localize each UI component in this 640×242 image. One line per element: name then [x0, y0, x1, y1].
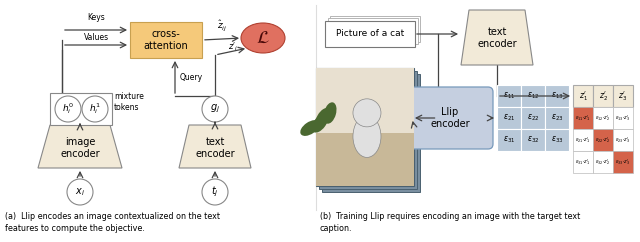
- Text: $\varepsilon_{21}{\cdot}z_1^{\prime}$: $\varepsilon_{21}{\cdot}z_1^{\prime}$: [575, 135, 591, 145]
- Text: image
encoder: image encoder: [60, 137, 100, 159]
- Circle shape: [55, 96, 81, 122]
- FancyBboxPatch shape: [573, 107, 593, 129]
- Text: cross-
attention: cross- attention: [143, 29, 188, 51]
- FancyBboxPatch shape: [613, 85, 633, 107]
- Text: $t_j$: $t_j$: [211, 185, 219, 199]
- Polygon shape: [179, 125, 251, 168]
- Text: $\varepsilon_{13}$: $\varepsilon_{13}$: [551, 91, 563, 101]
- Bar: [316, 133, 414, 186]
- Bar: [316, 68, 414, 186]
- Circle shape: [202, 96, 228, 122]
- FancyBboxPatch shape: [521, 85, 545, 107]
- Text: $\varepsilon_{11}{\cdot}z_1^{\prime}$: $\varepsilon_{11}{\cdot}z_1^{\prime}$: [575, 113, 591, 123]
- Text: Values: Values: [83, 32, 109, 41]
- Ellipse shape: [300, 120, 320, 136]
- Polygon shape: [38, 125, 122, 168]
- FancyBboxPatch shape: [497, 85, 521, 107]
- Text: $\varepsilon_{31}{\cdot}z_1^{\prime}$: $\varepsilon_{31}{\cdot}z_1^{\prime}$: [575, 157, 591, 167]
- Text: $\hat{z}_{ij}$: $\hat{z}_{ij}$: [217, 19, 227, 33]
- Circle shape: [82, 96, 108, 122]
- Ellipse shape: [353, 115, 381, 158]
- Text: $g_j$: $g_j$: [210, 103, 220, 115]
- Text: mixture
tokens: mixture tokens: [114, 92, 144, 112]
- Text: $\varepsilon_{32}{\cdot}z_2^{\prime}$: $\varepsilon_{32}{\cdot}z_2^{\prime}$: [595, 157, 611, 167]
- Text: $\varepsilon_{22}{\cdot}z_2^{\prime}$: $\varepsilon_{22}{\cdot}z_2^{\prime}$: [595, 135, 611, 145]
- FancyBboxPatch shape: [593, 85, 613, 107]
- Circle shape: [353, 99, 381, 127]
- FancyBboxPatch shape: [130, 22, 202, 58]
- FancyBboxPatch shape: [325, 21, 415, 47]
- Text: $\varepsilon_{32}$: $\varepsilon_{32}$: [527, 135, 540, 145]
- Bar: [319, 71, 417, 189]
- Polygon shape: [461, 10, 533, 65]
- Text: $\varepsilon_{12}$: $\varepsilon_{12}$: [527, 91, 540, 101]
- Text: $\varepsilon_{22}$: $\varepsilon_{22}$: [527, 113, 540, 123]
- Text: Keys: Keys: [87, 14, 105, 23]
- FancyBboxPatch shape: [521, 129, 545, 151]
- FancyBboxPatch shape: [593, 129, 613, 151]
- Text: (a)  Llip encodes an image contextualized on the text
features to compute the ob: (a) Llip encodes an image contextualized…: [5, 212, 220, 233]
- Ellipse shape: [241, 23, 285, 53]
- Text: $z'_i$: $z'_i$: [228, 41, 238, 53]
- FancyBboxPatch shape: [50, 93, 112, 125]
- Text: $z_3'$: $z_3'$: [618, 89, 627, 103]
- Text: $h_i^0$: $h_i^0$: [62, 102, 74, 116]
- Text: $z_2'$: $z_2'$: [598, 89, 607, 103]
- Text: $\varepsilon_{33}{\cdot}z_3^{\prime}$: $\varepsilon_{33}{\cdot}z_3^{\prime}$: [616, 157, 630, 167]
- Text: Llip
encoder: Llip encoder: [430, 107, 470, 129]
- Ellipse shape: [323, 102, 337, 124]
- Text: Picture of a cat: Picture of a cat: [336, 30, 404, 38]
- Text: text
encoder: text encoder: [477, 27, 517, 49]
- FancyBboxPatch shape: [521, 107, 545, 129]
- Text: $\varepsilon_{12}{\cdot}z_2^{\prime}$: $\varepsilon_{12}{\cdot}z_2^{\prime}$: [595, 113, 611, 123]
- FancyBboxPatch shape: [573, 151, 593, 173]
- Text: $\varepsilon_{31}$: $\varepsilon_{31}$: [503, 135, 515, 145]
- Text: $\varepsilon_{23}$: $\varepsilon_{23}$: [551, 113, 563, 123]
- FancyBboxPatch shape: [573, 129, 593, 151]
- FancyBboxPatch shape: [545, 107, 569, 129]
- Text: $\varepsilon_{11}$: $\varepsilon_{11}$: [503, 91, 515, 101]
- FancyBboxPatch shape: [613, 107, 633, 129]
- Text: $\varepsilon_{13}{\cdot}z_3^{\prime}$: $\varepsilon_{13}{\cdot}z_3^{\prime}$: [616, 113, 630, 123]
- FancyBboxPatch shape: [545, 85, 569, 107]
- Ellipse shape: [316, 108, 331, 128]
- Text: (b)  Training Llip requires encoding an image with the target text
caption.: (b) Training Llip requires encoding an i…: [320, 212, 580, 233]
- FancyBboxPatch shape: [613, 129, 633, 151]
- FancyBboxPatch shape: [613, 151, 633, 173]
- Bar: [316, 68, 414, 133]
- Text: $x_i$: $x_i$: [75, 186, 85, 198]
- Circle shape: [67, 179, 93, 205]
- FancyBboxPatch shape: [593, 151, 613, 173]
- Text: $z_1'$: $z_1'$: [579, 89, 588, 103]
- Text: $\mathcal{L}$: $\mathcal{L}$: [256, 29, 270, 47]
- FancyBboxPatch shape: [545, 129, 569, 151]
- Ellipse shape: [312, 113, 328, 133]
- FancyBboxPatch shape: [593, 107, 613, 129]
- Circle shape: [202, 179, 228, 205]
- FancyBboxPatch shape: [497, 129, 521, 151]
- FancyBboxPatch shape: [407, 87, 493, 149]
- Text: Query: Query: [180, 73, 203, 82]
- FancyBboxPatch shape: [330, 16, 420, 42]
- Text: $\varepsilon_{33}$: $\varepsilon_{33}$: [551, 135, 563, 145]
- Text: $\varepsilon_{21}$: $\varepsilon_{21}$: [503, 113, 515, 123]
- FancyBboxPatch shape: [573, 85, 593, 107]
- FancyBboxPatch shape: [328, 18, 418, 44]
- Text: $\varepsilon_{23}{\cdot}z_3^{\prime}$: $\varepsilon_{23}{\cdot}z_3^{\prime}$: [616, 135, 630, 145]
- FancyBboxPatch shape: [497, 107, 521, 129]
- Bar: [322, 74, 420, 192]
- Text: text
encoder: text encoder: [195, 137, 235, 159]
- Text: $h_i^1$: $h_i^1$: [89, 102, 101, 116]
